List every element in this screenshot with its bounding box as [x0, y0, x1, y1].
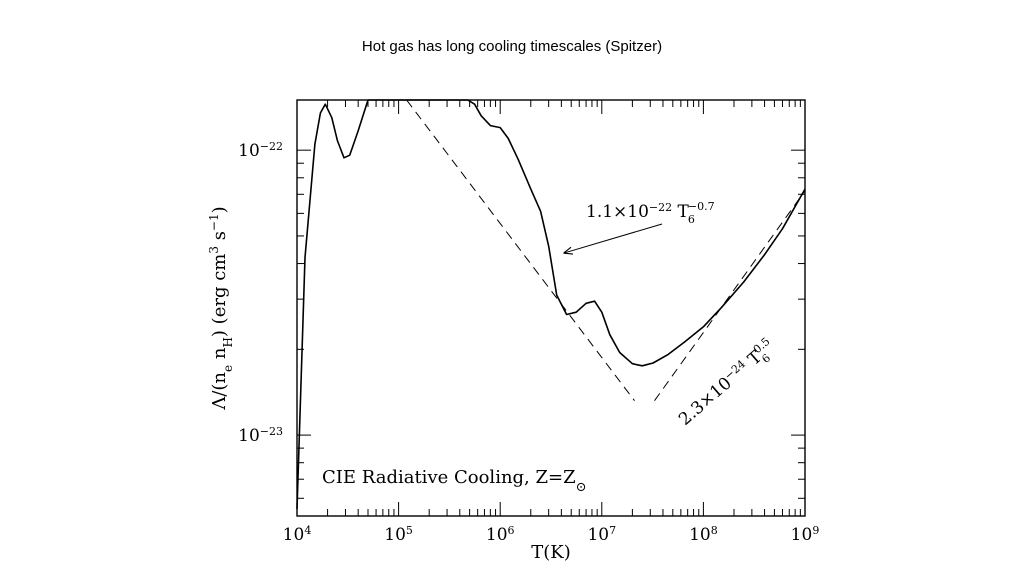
x-tick-label: 108 [689, 524, 718, 546]
x-tick-label: 107 [587, 524, 616, 546]
x-tick-label: 105 [384, 524, 413, 546]
fit-line-dashed [654, 190, 806, 401]
x-axis-label: T(K) [531, 542, 571, 563]
axis-ticks [296, 100, 805, 516]
slide-title: Hot gas has long cooling timescales (Spi… [361, 38, 663, 55]
y-tick-label: 10−23 [238, 425, 283, 447]
series-layer [296, 99, 806, 510]
x-tick-label: 109 [791, 524, 820, 546]
y-tick-label: 10−22 [238, 140, 283, 162]
plot-frame [296, 99, 806, 517]
chart-note: CIE Radiative Cooling, Z=Z⊙ [322, 467, 587, 495]
fit-line-dashed [406, 99, 635, 402]
annotation-arrow [564, 223, 663, 253]
power-law-annotation: 1.1×10−22 T6−0.7 [586, 200, 715, 226]
sqrt-law-annotation: 2.3×10−24 T60.5 [674, 335, 781, 433]
x-tick-label: 104 [283, 524, 312, 546]
tick-labels: 104 105 106 107 108 109 10−22 10−23 [238, 140, 819, 545]
y-axis-label: Λ/(ne nH) (erg cm3 s−1) [207, 206, 235, 410]
x-tick-label: 106 [486, 524, 515, 546]
cooling-curve-line [296, 99, 806, 510]
